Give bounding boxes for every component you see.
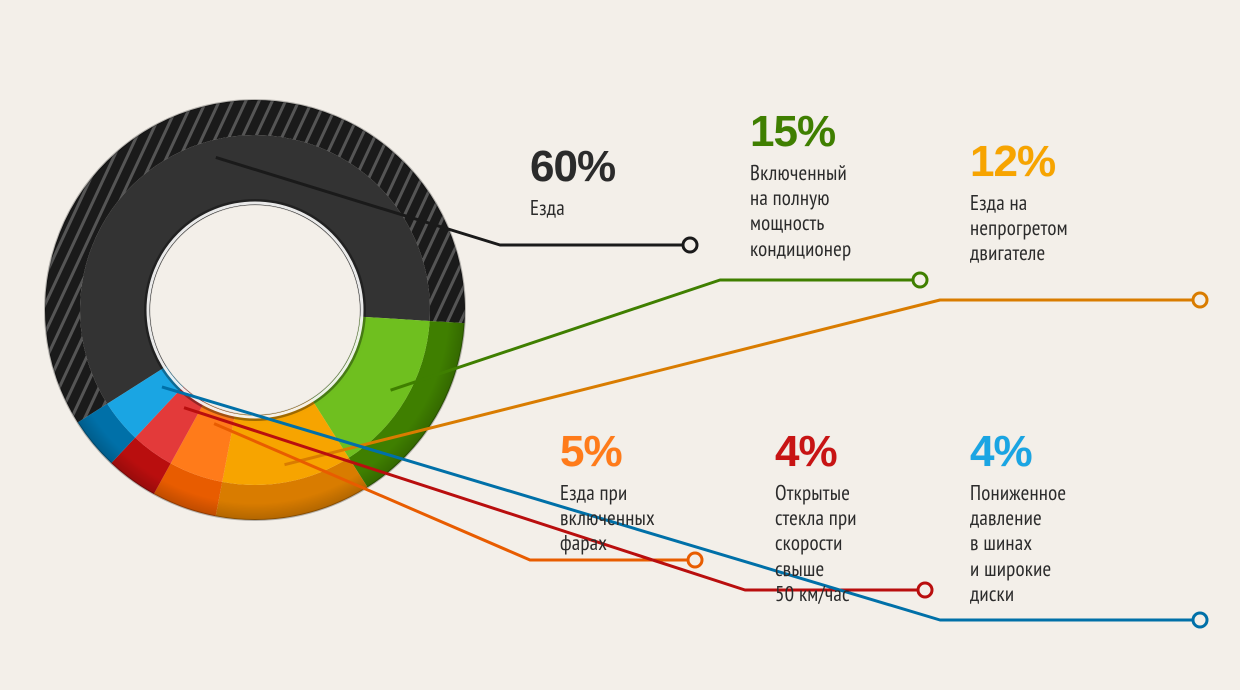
desc-green: Включенныйна полнуюмощностькондиционер (750, 160, 851, 261)
leader-dot-green (913, 273, 927, 287)
leader-dot-orange (688, 553, 702, 567)
leader-dot-blue (1193, 613, 1207, 627)
desc-red: Открытыестекла прискоростисвыше50 км/час (775, 480, 857, 606)
desc-dark: Езда (530, 195, 615, 220)
label-green: 15% Включенныйна полнуюмощностькондиционе… (750, 110, 851, 261)
pct-amber: 12% (970, 140, 1068, 184)
pct-red: 4% (775, 430, 857, 474)
label-orange: 5% Езда привключенныхфарах (560, 430, 655, 556)
desc-blue: Пониженноедавлениев шинахи широкиедиски (970, 480, 1066, 606)
label-amber: 12% Езда нанепрогретомдвигателе (970, 140, 1068, 266)
pct-blue: 4% (970, 430, 1066, 474)
pct-dark: 60% (530, 145, 615, 189)
label-dark: 60% Езда (530, 145, 615, 220)
label-blue: 4% Пониженноедавлениев шинахи широкиедиск… (970, 430, 1066, 606)
leader-dot-dark (683, 238, 697, 252)
desc-orange: Езда привключенныхфарах (560, 480, 655, 556)
label-red: 4% Открытыестекла прискоростисвыше50 км/ч… (775, 430, 857, 606)
leader-dot-red (918, 583, 932, 597)
pct-green: 15% (750, 110, 851, 154)
pct-orange: 5% (560, 430, 655, 474)
desc-amber: Езда нанепрогретомдвигателе (970, 190, 1068, 266)
leader-dot-amber (1193, 293, 1207, 307)
leader-green (391, 280, 920, 390)
